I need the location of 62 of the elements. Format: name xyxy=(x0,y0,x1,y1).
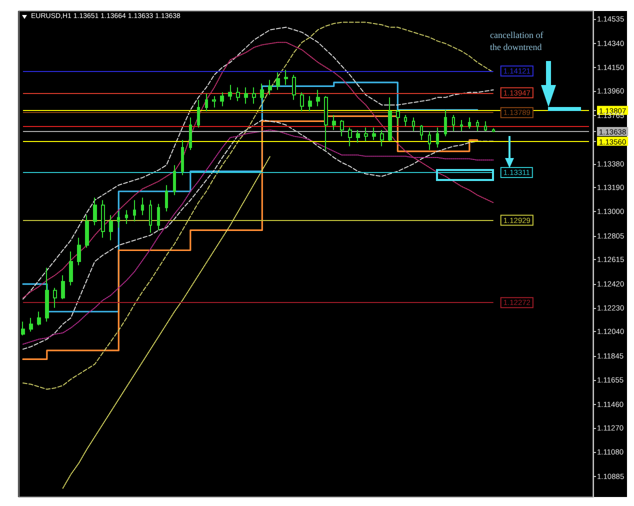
candlestick xyxy=(492,128,495,133)
candlestick xyxy=(205,93,208,112)
candlestick xyxy=(125,210,128,224)
candlestick xyxy=(324,96,328,151)
candlestick xyxy=(484,120,487,132)
candlestick xyxy=(364,126,368,142)
candlestick xyxy=(468,116,471,130)
candlestick xyxy=(173,164,176,196)
candlestick xyxy=(436,126,439,148)
candlestick xyxy=(388,96,392,142)
candlestick xyxy=(37,311,41,326)
candlestick xyxy=(284,69,288,86)
candlestick xyxy=(356,129,360,144)
candlestick xyxy=(21,321,25,336)
candlestick xyxy=(189,116,192,151)
candlestick xyxy=(197,99,200,128)
candlestick xyxy=(61,274,65,300)
candlestick xyxy=(396,109,400,126)
candlestick xyxy=(420,124,423,141)
candlestick xyxy=(452,114,455,132)
candlestick xyxy=(133,200,136,222)
candlestick xyxy=(181,140,184,176)
candlestick xyxy=(340,119,344,137)
candlestick xyxy=(252,86,256,104)
candlestick xyxy=(109,214,113,241)
candlestick xyxy=(404,114,407,127)
candlestick xyxy=(260,83,264,100)
candlestick xyxy=(460,119,463,132)
candlestick xyxy=(29,317,33,332)
line-series xyxy=(62,156,271,489)
candlestick xyxy=(308,96,312,112)
candlestick xyxy=(117,210,120,228)
candlestick xyxy=(292,74,296,100)
candlestick xyxy=(149,200,152,234)
candlestick xyxy=(77,237,81,266)
candlestick xyxy=(101,200,105,238)
candlestick xyxy=(45,267,49,322)
candlestick xyxy=(268,79,272,96)
candlestick xyxy=(244,86,248,104)
candlestick xyxy=(476,119,479,132)
candlestick xyxy=(316,89,320,107)
candlestick xyxy=(220,92,224,107)
candlestick xyxy=(93,197,97,226)
candlestick xyxy=(444,109,447,137)
annotation: cancellation of the downtrend xyxy=(490,30,546,52)
candlestick xyxy=(157,203,160,231)
candlestick xyxy=(428,130,431,151)
candlestick xyxy=(372,126,376,141)
candlestick xyxy=(141,197,144,216)
candlestick xyxy=(69,250,73,286)
candlestick xyxy=(165,184,168,212)
candlestick xyxy=(236,86,240,102)
candlestick xyxy=(380,129,384,147)
candlestick xyxy=(332,114,336,130)
candlestick xyxy=(228,84,232,100)
candlestick xyxy=(276,72,280,90)
candlestick xyxy=(300,92,304,112)
candlestick xyxy=(212,96,216,108)
candlestick xyxy=(348,126,352,147)
candlestick xyxy=(53,287,57,308)
candlestick xyxy=(85,214,89,248)
candlestick xyxy=(412,116,415,132)
